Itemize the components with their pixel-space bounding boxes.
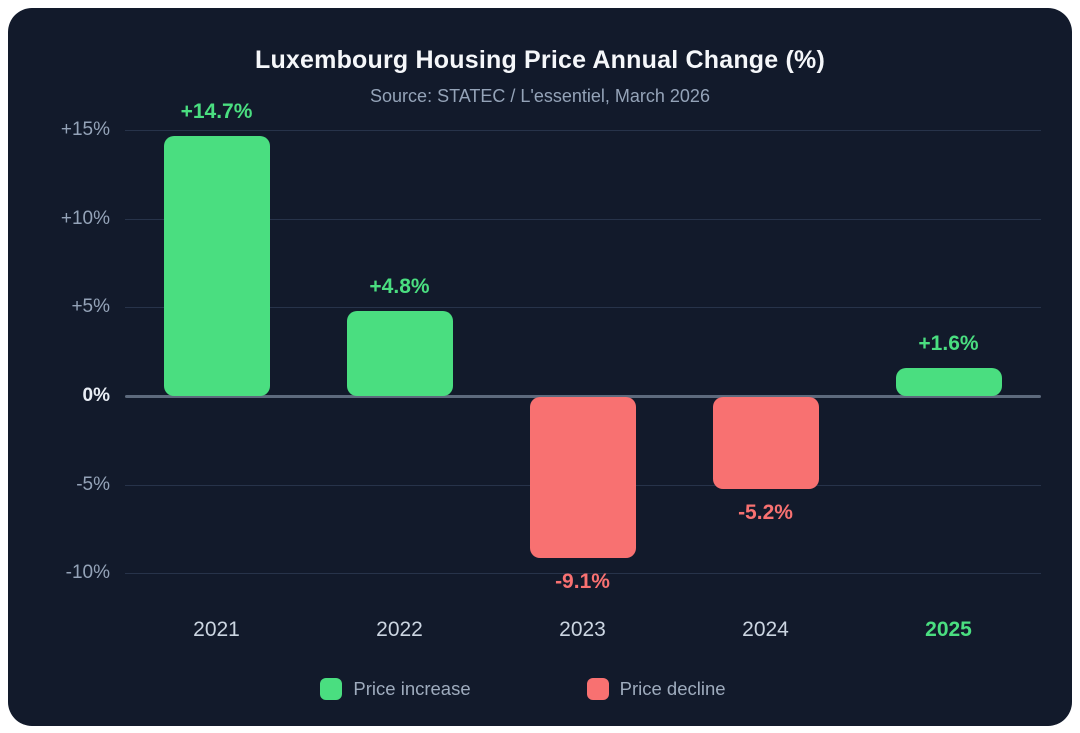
x-tick-label-2021: 2021 bbox=[193, 618, 240, 641]
legend-swatch-increase bbox=[320, 678, 343, 700]
bar-2025 bbox=[895, 367, 1002, 396]
chart-card: Luxembourg Housing Price Annual Change (… bbox=[8, 8, 1072, 726]
x-tick-label-2024: 2024 bbox=[742, 618, 789, 641]
legend-label-decline: Price decline bbox=[619, 678, 726, 699]
gridline-+15% bbox=[125, 130, 1041, 132]
y-tick-label--10%: -10% bbox=[65, 562, 110, 584]
bar-value-label-2022: +4.8% bbox=[369, 274, 430, 298]
legend-label-increase: Price increase bbox=[353, 678, 471, 699]
bar-value-label-2023: -9.1% bbox=[555, 570, 610, 594]
y-tick-label-+15%: +15% bbox=[60, 119, 110, 141]
gridline-+5% bbox=[125, 307, 1041, 309]
x-tick-label-2025: 2025 bbox=[925, 618, 972, 641]
gridline--10% bbox=[125, 573, 1041, 575]
bar-2021 bbox=[163, 135, 270, 396]
chart-subtitle: Source: STATEC / L'essentiel, March 2026 bbox=[370, 86, 710, 106]
x-tick-label-2022: 2022 bbox=[376, 618, 423, 641]
y-tick-label-0%: 0% bbox=[82, 385, 110, 406]
x-tick-label-2023: 2023 bbox=[559, 618, 606, 641]
bar-value-label-2021: +14.7% bbox=[180, 99, 253, 123]
y-tick-label-+10%: +10% bbox=[60, 207, 110, 229]
plot-area: +15% +10% +5% 0% -5% -10% +14.7% 2021 +4.8% 2022 -… bbox=[8, 8, 1072, 726]
legend-swatch-decline bbox=[586, 678, 609, 700]
legend-item-increase: Price increase bbox=[320, 678, 471, 700]
bar-value-label-2025: +1.6% bbox=[918, 331, 979, 355]
zero-axis-line bbox=[125, 394, 1041, 398]
legend-item-decline: Price decline bbox=[586, 678, 726, 700]
bar-2023 bbox=[529, 397, 636, 559]
legend: Price increase Price decline bbox=[8, 678, 1055, 700]
gridline-+10% bbox=[125, 218, 1041, 220]
bar-2022 bbox=[346, 310, 453, 396]
bar-value-label-2024: -5.2% bbox=[738, 501, 793, 525]
y-tick-label--5%: -5% bbox=[76, 473, 110, 495]
bar-2024 bbox=[712, 397, 819, 490]
chart-title: Luxembourg Housing Price Annual Change (… bbox=[254, 46, 825, 74]
y-tick-label-+5%: +5% bbox=[71, 296, 110, 318]
